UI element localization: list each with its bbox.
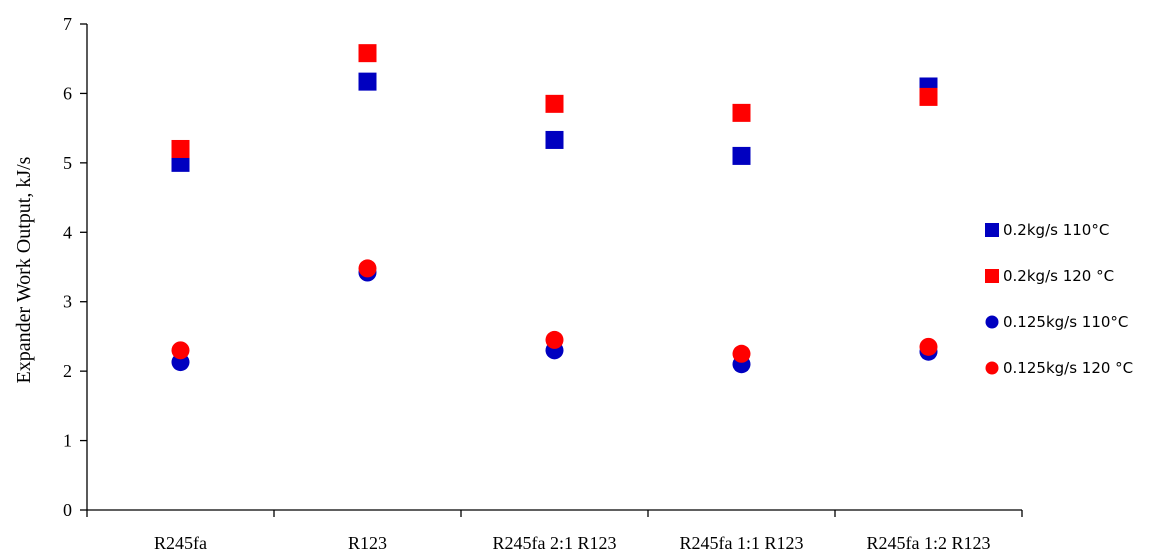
data-point-square bbox=[171, 153, 190, 172]
x-tick-label: R245fa 1:1 R123 bbox=[680, 533, 804, 553]
legend-marker-circle bbox=[985, 361, 999, 375]
data-point-square bbox=[545, 130, 564, 149]
legend-marker-square bbox=[985, 269, 999, 283]
data-marks bbox=[171, 44, 938, 374]
legend-label: 0.2kg/s 110°C bbox=[1003, 221, 1109, 239]
axes: 0 1 2 3 4 5 6 7 R245fa R123 R245fa 2:1 R123 R245fa … bbox=[63, 14, 1023, 553]
legend-label: 0.2kg/s 120 °C bbox=[1003, 267, 1114, 285]
data-point-square bbox=[358, 44, 377, 63]
y-tick-label: 2 bbox=[63, 361, 72, 381]
data-point-square bbox=[171, 139, 190, 158]
y-tick-label: 4 bbox=[63, 222, 72, 242]
y-axis-title: Expander Work Output, kJ/s bbox=[13, 156, 35, 383]
x-tick-label: R123 bbox=[348, 533, 387, 553]
y-tick-label: 0 bbox=[63, 500, 72, 520]
y-tick-label: 7 bbox=[63, 14, 72, 34]
y-tick-label: 3 bbox=[63, 292, 72, 312]
legend-marker-circle bbox=[985, 315, 999, 329]
data-point-circle bbox=[171, 341, 190, 360]
y-tick-label: 5 bbox=[63, 153, 72, 173]
data-point-circle bbox=[919, 337, 938, 356]
data-point-circle bbox=[732, 344, 751, 363]
y-tick-label: 1 bbox=[63, 431, 72, 451]
data-point-circle bbox=[545, 330, 564, 349]
data-point-square bbox=[358, 72, 377, 91]
legend-label: 0.125kg/s 110°C bbox=[1003, 313, 1128, 331]
x-tick-label: R245fa bbox=[154, 533, 207, 553]
y-tick-label: 6 bbox=[63, 83, 72, 103]
x-tick-label: R245fa 1:2 R123 bbox=[867, 533, 991, 553]
data-point-circle bbox=[358, 259, 377, 278]
legend-label: 0.125kg/s 120 °C bbox=[1003, 359, 1133, 377]
data-point-square bbox=[919, 87, 938, 106]
legend: 0.2kg/s 110°C 0.2kg/s 120 °C 0.125kg/s 110… bbox=[985, 221, 1133, 377]
legend-marker-square bbox=[985, 223, 999, 237]
x-tick-label: R245fa 2:1 R123 bbox=[493, 533, 617, 553]
data-point-square bbox=[732, 103, 751, 122]
data-point-square bbox=[545, 94, 564, 113]
data-point-square bbox=[732, 146, 751, 165]
